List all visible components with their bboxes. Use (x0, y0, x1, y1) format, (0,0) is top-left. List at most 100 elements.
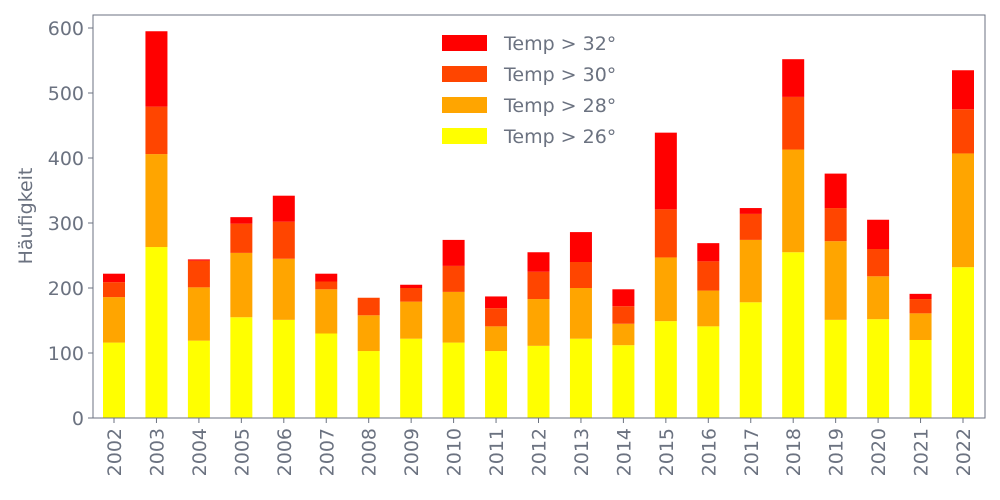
bar-2017-series-0 (739, 302, 762, 418)
bar-2005-series-0 (230, 317, 253, 418)
x-tick-label: 2016 (698, 428, 720, 476)
bar-2002-series-1 (103, 297, 125, 343)
bar-2010-series-2 (442, 265, 465, 292)
bar-2017-series-1 (739, 239, 762, 303)
x-tick-label: 2012 (529, 428, 551, 476)
bar-2016-series-2 (697, 261, 720, 291)
bar-2014-series-2 (612, 306, 635, 324)
bar-2019-series-2 (824, 208, 847, 242)
legend-label: Temp > 30° (503, 64, 616, 86)
bar-2003-series-0 (145, 247, 168, 418)
y-tick-label: 100 (48, 343, 84, 365)
x-tick-label: 2003 (146, 428, 168, 476)
bar-2003-series-2 (145, 106, 168, 155)
bar-2020-series-2 (867, 249, 890, 277)
bar-2005-series-2 (230, 223, 253, 253)
bar-2020-series-0 (867, 319, 890, 418)
bar-2013-series-2 (569, 262, 592, 288)
bar-2022-series-3 (952, 70, 974, 110)
x-tick-label: 2006 (274, 428, 296, 476)
bar-2004-series-1 (187, 287, 210, 341)
y-tick-label: 600 (48, 18, 84, 40)
bar-2006-series-2 (272, 221, 295, 259)
bar-2022-series-0 (952, 267, 974, 418)
bar-2020-series-3 (867, 219, 890, 249)
y-tick-label: 300 (48, 213, 84, 235)
bar-2011-series-1 (485, 326, 508, 352)
y-axis-title: Häufigkeit (15, 168, 37, 265)
bar-2011-series-2 (485, 308, 508, 327)
bar-2013-series-3 (569, 232, 592, 262)
bar-2007-series-0 (315, 333, 338, 418)
bar-2003-series-1 (145, 154, 168, 248)
x-tick-label: 2011 (486, 428, 508, 476)
legend-swatch (442, 66, 487, 82)
bar-2014-series-3 (612, 289, 635, 307)
x-tick-label: 2015 (656, 428, 678, 476)
bar-2009-series-3 (400, 284, 423, 288)
x-tick-label: 2005 (231, 428, 253, 476)
x-tick-label: 2008 (359, 428, 381, 476)
x-axis: 2002 2003 2004 2005 2006 2007 2008 2009 2010 2011… (104, 418, 975, 476)
bar-2018-series-2 (782, 96, 805, 150)
bar-2008-series-0 (357, 351, 380, 418)
bar-2014-series-0 (612, 345, 635, 418)
bar-2020-series-1 (867, 276, 890, 320)
bar-2006-series-0 (272, 319, 295, 418)
legend-swatch (442, 128, 487, 144)
x-tick-label: 2018 (783, 428, 805, 476)
bar-2007-series-3 (315, 273, 338, 282)
y-tick-label: 200 (48, 278, 84, 300)
bar-2002-series-3 (103, 273, 125, 283)
x-tick-label: 2002 (104, 428, 126, 476)
bar-2017-series-3 (739, 208, 762, 214)
bar-2002-series-0 (103, 342, 125, 418)
y-axis: 0 100 200 300 400 500 600 (48, 18, 93, 430)
legend: Temp > 32° Temp > 30° Temp > 28° Temp > 26° (442, 33, 616, 148)
bar-2005-series-3 (230, 217, 253, 224)
x-tick-label: 2019 (826, 428, 848, 476)
bar-2019-series-0 (824, 319, 847, 418)
bar-2011-series-0 (485, 351, 508, 418)
bar-2015-series-3 (654, 132, 677, 210)
bar-2022-series-1 (952, 153, 974, 268)
bar-2009-series-1 (400, 301, 423, 339)
bar-2018-series-0 (782, 252, 805, 418)
legend-label: Temp > 26° (503, 126, 616, 148)
y-tick-label: 500 (48, 83, 84, 105)
bar-2004-series-0 (187, 340, 210, 418)
bar-2013-series-1 (569, 288, 592, 339)
x-tick-label: 2021 (911, 428, 933, 476)
bar-2016-series-3 (697, 243, 720, 262)
bar-2016-series-1 (697, 290, 720, 327)
bar-2003-series-3 (145, 31, 168, 107)
bar-2015-series-0 (654, 321, 677, 418)
bar-2009-series-0 (400, 338, 423, 418)
bar-2021-series-1 (909, 313, 932, 340)
bar-2011-series-3 (485, 296, 508, 309)
y-tick-label: 0 (72, 408, 84, 430)
bar-2021-series-0 (909, 340, 932, 418)
bar-2019-series-3 (824, 173, 847, 209)
bar-2012-series-1 (527, 299, 550, 346)
bar-2010-series-0 (442, 342, 465, 418)
legend-label: Temp > 32° (503, 33, 616, 55)
bar-2009-series-2 (400, 288, 423, 302)
bar-2008-series-2 (357, 297, 380, 316)
bar-2015-series-2 (654, 209, 677, 258)
x-tick-label: 2010 (444, 428, 466, 476)
bar-2002-series-2 (103, 282, 125, 298)
x-tick-label: 2013 (571, 428, 593, 476)
bar-2018-series-1 (782, 149, 805, 253)
bar-2008-series-1 (357, 315, 380, 352)
bar-2006-series-3 (272, 195, 295, 222)
x-tick-label: 2009 (401, 428, 423, 476)
bar-2007-series-1 (315, 289, 338, 334)
bar-2007-series-2 (315, 281, 338, 290)
x-tick-label: 2014 (613, 428, 635, 476)
x-tick-label: 2004 (189, 428, 211, 476)
bar-2010-series-1 (442, 291, 465, 343)
bar-2015-series-1 (654, 257, 677, 322)
bars-layer (103, 31, 974, 418)
